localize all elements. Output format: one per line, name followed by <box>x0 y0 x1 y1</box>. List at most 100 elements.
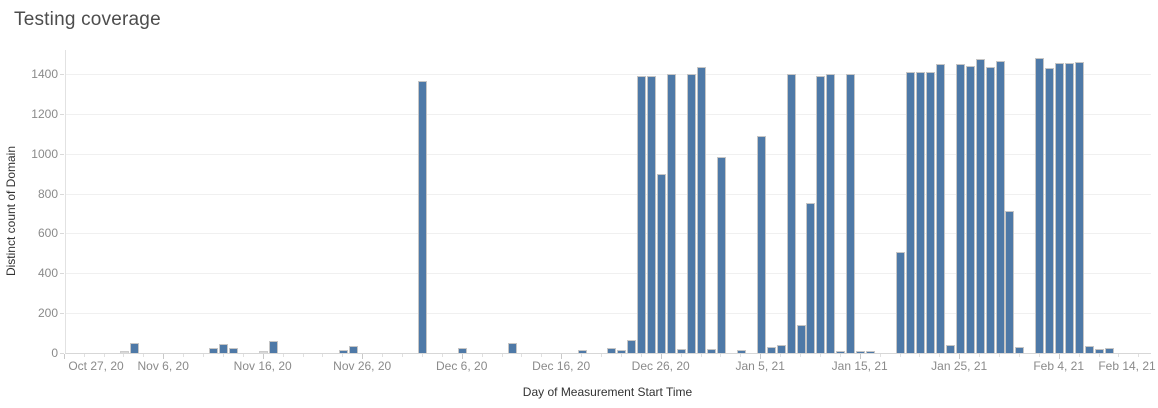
bar-jan-26-21[interactable] <box>965 66 975 353</box>
x-tick-label-4: Nov 26, 20 <box>333 359 392 373</box>
x-minor-tick <box>819 354 821 357</box>
x-minor-tick <box>939 354 941 357</box>
x-minor-tick <box>203 354 204 357</box>
y-tick-800 <box>60 193 64 195</box>
x-minor-tick <box>183 354 185 357</box>
bar-jan-16-21[interactable] <box>866 351 876 353</box>
y-gridline-1200 <box>66 113 1151 115</box>
bar-jan-29-21[interactable] <box>995 61 1005 353</box>
bar-jan-13-21[interactable] <box>836 351 846 353</box>
y-gridline-800 <box>66 193 1151 195</box>
bar-nov-25-20[interactable] <box>348 346 358 353</box>
x-minor-tick <box>222 354 224 357</box>
x-tick-label-2: Nov 6, 20 <box>137 359 189 373</box>
bar-nov-3-20[interactable] <box>129 343 139 353</box>
bar-jan-21-21[interactable] <box>915 72 925 353</box>
x-minor-tick <box>242 354 244 357</box>
bar-dec-24-20[interactable] <box>637 76 647 353</box>
bar-jan-15-21[interactable] <box>856 351 866 353</box>
bar-nov-24-20[interactable] <box>338 350 348 353</box>
bar-dec-2-20[interactable] <box>418 81 428 353</box>
y-tick-200 <box>60 313 64 315</box>
bar-dec-21-20[interactable] <box>607 348 617 353</box>
bar-jan-3-21[interactable] <box>736 350 746 353</box>
x-tick-label-9: Jan 15, 21 <box>831 359 888 373</box>
bar-jan-28-21[interactable] <box>985 67 995 353</box>
bar-feb-5-21[interactable] <box>1065 63 1075 353</box>
bar-jan-12-21[interactable] <box>826 74 836 353</box>
bar-jan-23-21[interactable] <box>935 64 945 353</box>
plot-area <box>65 50 1151 354</box>
bar-jan-14-21[interactable] <box>846 74 856 353</box>
x-minor-tick <box>342 354 344 357</box>
bar-dec-26-20[interactable] <box>657 174 667 353</box>
y-tick-0 <box>60 353 64 354</box>
bar-dec-22-20[interactable] <box>617 350 627 353</box>
x-minor-tick <box>302 354 304 357</box>
bar-nov-13-20[interactable] <box>229 348 239 353</box>
bar-jan-10-21[interactable] <box>806 203 816 353</box>
bar-dec-18-20[interactable] <box>577 350 587 353</box>
bar-jan-11-21[interactable] <box>816 76 826 353</box>
x-minor-tick <box>979 354 981 357</box>
x-minor-tick <box>1078 354 1080 357</box>
bar-jan-27-21[interactable] <box>975 59 985 353</box>
bar-feb-4-21[interactable] <box>1055 63 1065 353</box>
x-minor-tick <box>700 354 702 357</box>
bar-dec-11-20[interactable] <box>507 343 517 353</box>
x-major-tick <box>63 354 65 359</box>
y-tick-label-800: 800 <box>37 186 58 201</box>
y-tick-label-0: 0 <box>51 346 58 360</box>
x-minor-tick <box>601 354 602 357</box>
bar-jan-31-21[interactable] <box>1015 347 1025 353</box>
bar-dec-27-20[interactable] <box>667 74 677 353</box>
bar-dec-23-20[interactable] <box>627 340 637 353</box>
x-minor-tick <box>581 354 583 357</box>
bar-feb-9-21[interactable] <box>1104 348 1114 353</box>
bar-dec-25-20[interactable] <box>647 76 657 353</box>
bar-dec-30-20[interactable] <box>697 67 706 353</box>
x-minor-tick <box>421 354 423 357</box>
bar-nov-11-20[interactable] <box>209 348 219 353</box>
bar-jan-19-21[interactable] <box>896 252 905 353</box>
bar-jan-8-21[interactable] <box>786 74 796 353</box>
x-tick-label-5: Dec 6, 20 <box>436 359 488 373</box>
bar-nov-12-20[interactable] <box>219 344 229 353</box>
bar-nov-2-20[interactable] <box>119 351 129 353</box>
bar-feb-7-21[interactable] <box>1085 346 1095 353</box>
y-tick-600 <box>60 233 64 235</box>
bar-jan-1-21[interactable] <box>716 157 726 353</box>
y-tick-1000 <box>60 153 64 155</box>
bar-nov-17-20[interactable] <box>269 341 279 353</box>
y-tick-label-1200: 1200 <box>31 106 58 121</box>
bar-jan-7-21[interactable] <box>776 345 786 353</box>
y-tick-label-200: 200 <box>37 306 58 321</box>
bar-nov-16-20[interactable] <box>259 351 269 353</box>
bar-jan-30-21[interactable] <box>1005 211 1015 353</box>
bar-feb-8-21[interactable] <box>1095 349 1104 353</box>
chart-title: Testing coverage <box>14 9 161 30</box>
x-minor-tick <box>123 354 125 357</box>
x-major-tick <box>163 354 165 359</box>
bar-dec-28-20[interactable] <box>677 349 687 353</box>
x-minor-tick <box>879 354 881 357</box>
bar-dec-29-20[interactable] <box>687 74 697 353</box>
bar-jan-6-21[interactable] <box>766 347 776 353</box>
x-tick-label-8: Jan 5, 21 <box>735 359 785 373</box>
bar-jan-5-21[interactable] <box>756 136 766 353</box>
x-minor-tick <box>1118 354 1120 357</box>
bar-feb-3-21[interactable] <box>1045 68 1055 353</box>
bar-dec-6-20[interactable] <box>458 348 468 353</box>
bar-dec-31-20[interactable] <box>706 349 716 353</box>
x-axis-title: Day of Measurement Start Time <box>522 385 693 399</box>
bar-jan-9-21[interactable] <box>796 325 806 353</box>
bar-feb-2-21[interactable] <box>1035 58 1045 353</box>
bar-jan-24-21[interactable] <box>945 345 955 353</box>
x-minor-tick <box>103 354 105 357</box>
bar-jan-22-21[interactable] <box>925 72 935 353</box>
bar-feb-6-21[interactable] <box>1075 62 1085 353</box>
x-major-tick <box>362 354 364 359</box>
bar-jan-20-21[interactable] <box>905 72 915 353</box>
bar-jan-25-21[interactable] <box>955 64 965 353</box>
x-tick-label-6: Dec 16, 20 <box>532 359 591 373</box>
